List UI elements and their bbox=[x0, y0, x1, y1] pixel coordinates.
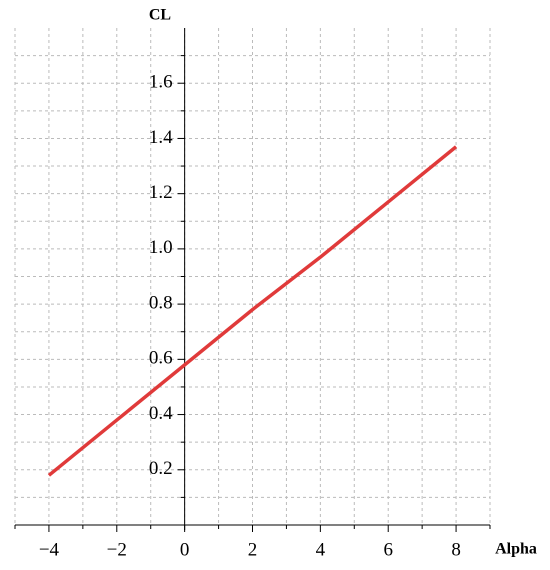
x-tick-label: 2 bbox=[248, 539, 258, 560]
x-tick-label: −4 bbox=[39, 539, 60, 560]
y-tick-label: 1.4 bbox=[149, 127, 173, 148]
y-tick-label: 1.6 bbox=[149, 72, 173, 93]
y-tick-label: 0.6 bbox=[149, 348, 173, 369]
x-axis-label: Alpha bbox=[495, 541, 537, 558]
y-tick-label: 1.0 bbox=[149, 237, 173, 258]
y-tick-label: 0.8 bbox=[149, 292, 173, 313]
y-tick-label: 1.2 bbox=[149, 182, 173, 203]
y-tick-label: 0.2 bbox=[149, 458, 173, 479]
x-tick-label: 0 bbox=[180, 539, 190, 560]
x-tick-label: 4 bbox=[316, 539, 326, 560]
x-tick-label: 8 bbox=[451, 539, 461, 560]
x-tick-label: −2 bbox=[107, 539, 127, 560]
data-line bbox=[47, 145, 458, 477]
y-tick-label: 0.4 bbox=[149, 403, 173, 424]
x-tick-label: 6 bbox=[383, 539, 393, 560]
y-axis-label: CL bbox=[149, 7, 171, 24]
